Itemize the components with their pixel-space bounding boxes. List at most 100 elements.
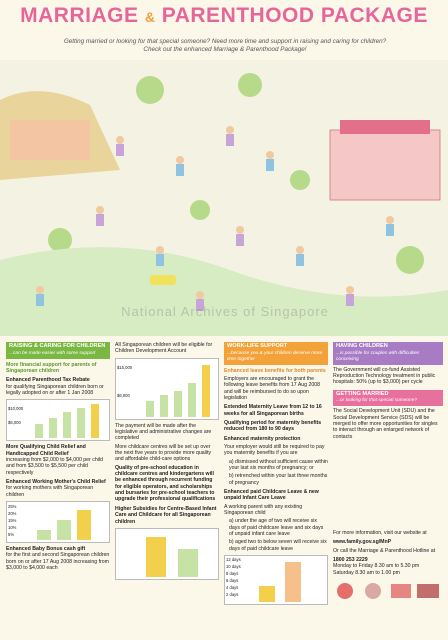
- axis-label: 10 days: [226, 564, 241, 570]
- paragraph: Your employer would still be required to…: [224, 443, 325, 457]
- bar: [35, 424, 43, 439]
- toy-car: [150, 275, 176, 285]
- mini-chart: $10,000 $6,000: [6, 399, 110, 442]
- bar: [259, 586, 275, 603]
- title-right: PARENTHOOD PACKAGE: [161, 4, 428, 27]
- heading: Enhanced leave benefits for both parents: [224, 367, 326, 374]
- axis-label: 20%: [8, 511, 17, 517]
- bar: [146, 536, 166, 577]
- band-subtitle: ...or looking for that special someone?: [336, 398, 418, 404]
- title-left: MARRIAGE: [20, 4, 139, 27]
- axis-label: 15%: [8, 518, 17, 524]
- bar: [188, 382, 196, 417]
- childcare-sign: [340, 120, 430, 134]
- axis-label: $15,000: [117, 364, 133, 370]
- axis-label: 8 days: [226, 571, 239, 577]
- subtitle: Getting married or looking for that spec…: [63, 38, 387, 54]
- band-title: WORK-LIFE SUPPORT: [227, 343, 288, 349]
- intro: All Singaporean children will be eligibl…: [115, 342, 213, 355]
- hours: Monday to Friday 8.30 am to 5.30 pm: [333, 563, 420, 570]
- axis-label: $10,000: [8, 406, 24, 412]
- paragraph: Qualifying period for maternity benefits…: [224, 419, 322, 433]
- bar: [77, 408, 85, 439]
- bar: [57, 520, 71, 541]
- item-title: More Qualifying Child Relief and Handica…: [6, 444, 86, 457]
- item-text: for working mothers with Singaporean chi…: [6, 485, 94, 498]
- column-worklife: WORK-LIFE SUPPORT ...because you & your …: [224, 342, 328, 636]
- paragraph: b) retrenched within your last three mon…: [229, 473, 328, 486]
- watermark: National Archives of Singapore: [121, 304, 329, 319]
- column-raising: RAISING & CARING FOR CHILDREN ...can be …: [6, 342, 110, 636]
- website: www.family.gov.sg/MnP: [333, 539, 392, 546]
- mini-chart: 25% 20% 15% 10% 5%: [6, 501, 110, 544]
- band-subtitle: ...is possible for couples with difficul…: [336, 350, 420, 362]
- bar: [49, 418, 57, 439]
- trees: [48, 73, 424, 274]
- paragraph: Employers are encouraged to grant the fo…: [224, 375, 321, 401]
- item-title: Enhanced Baby Bonus cash gift: [6, 546, 86, 553]
- paragraph: Extended Maternity Leave from 12 to 16 w…: [224, 404, 322, 417]
- axis-label: $6,000: [117, 392, 130, 398]
- paragraph: The Social Development Unit (SDU) and th…: [333, 408, 438, 440]
- bar: [146, 400, 154, 417]
- bar: [174, 390, 182, 417]
- bar: [63, 412, 71, 439]
- bar: [77, 510, 91, 541]
- paragraph: The Government will co-fund Assisted Rep…: [333, 366, 436, 386]
- band: HAVING CHILDREN ...is possible for coupl…: [333, 342, 443, 365]
- item-title: Enhanced Parenthood Tax Rebate: [6, 377, 90, 384]
- logos: [337, 582, 439, 599]
- heading: More financial support for parents of Si…: [6, 361, 97, 374]
- bar: [202, 364, 210, 417]
- column-childcare: All Singaporean children will be eligibl…: [115, 342, 219, 636]
- info: For more information, visit our website …: [333, 529, 427, 536]
- hotline: Or call the Marriage & Parenthood Hotlin…: [333, 547, 436, 554]
- band-title: RAISING & CARING FOR CHILDREN: [9, 343, 106, 349]
- mini-chart: [115, 527, 219, 580]
- band: WORK-LIFE SUPPORT ...because you & your …: [224, 342, 328, 365]
- bar: [285, 562, 301, 603]
- paragraph: b) aged two to below seven will receive …: [229, 539, 327, 552]
- illustration: [0, 60, 448, 336]
- axis-label: $6,000: [8, 420, 21, 426]
- band: RAISING & CARING FOR CHILDREN ...can be …: [6, 342, 110, 359]
- band: GETTING MARRIED ...or looking for that s…: [333, 389, 443, 407]
- band-title: GETTING MARRIED: [336, 390, 389, 397]
- paragraph: Quality of pre-school education in child…: [115, 464, 216, 503]
- band-title: HAVING CHILDREN: [336, 343, 388, 349]
- item-title: Enhanced Working Mother's Child Relief: [6, 479, 106, 486]
- subsidy: Higher Subsidies for Centre-Based Infant…: [115, 505, 217, 525]
- item-text: for the first and second Singaporean chi…: [6, 552, 110, 572]
- paragraph: Enhanced maternity protection: [224, 435, 301, 442]
- people: [36, 126, 394, 311]
- axis-label: 4 days: [226, 585, 239, 591]
- axis-label: 6 days: [226, 578, 239, 584]
- column-having-children: HAVING CHILDREN ...is possible for coupl…: [333, 342, 443, 636]
- bar: [160, 394, 168, 417]
- band-subtitle: ...because you & your children deserve m…: [227, 350, 323, 362]
- axis-label: 2 days: [226, 592, 239, 598]
- bar: [91, 404, 99, 439]
- mini-chart: 12 days 10 days 8 days 6 days 4 days 2 d…: [224, 555, 328, 606]
- bar: [37, 530, 51, 541]
- axis-label: 10%: [8, 525, 17, 531]
- band-subtitle: ...can be made easier with some support: [9, 350, 96, 356]
- paragraph: More childcare centres will be set up ov…: [115, 443, 212, 463]
- item-text: for qualifying Singaporean children born…: [6, 383, 104, 397]
- axis-label: 5%: [8, 532, 15, 538]
- paragraph: Enhanced paid Childcare Leave & new unpa…: [224, 489, 319, 502]
- paragraph: a) dismissed without sufficient cause wi…: [229, 458, 328, 471]
- hours: Saturday 8.30 am to 1.00 pm: [333, 569, 400, 576]
- childcare-building: [329, 129, 441, 201]
- paragraph: The payment will be made after the legis…: [115, 422, 212, 442]
- grass: [0, 247, 448, 336]
- mini-chart: $15,000 $6,000: [115, 357, 219, 420]
- paragraph: a) under the age of two will receive six…: [229, 518, 324, 538]
- cafe: [10, 120, 90, 160]
- bar: [178, 548, 198, 577]
- axis-label: 25%: [8, 504, 17, 510]
- item-text: increasing from $2,000 to $4,000 per chi…: [6, 457, 103, 476]
- title-amp: &: [144, 9, 156, 25]
- paragraph: A working parent with any existing Singa…: [224, 503, 303, 517]
